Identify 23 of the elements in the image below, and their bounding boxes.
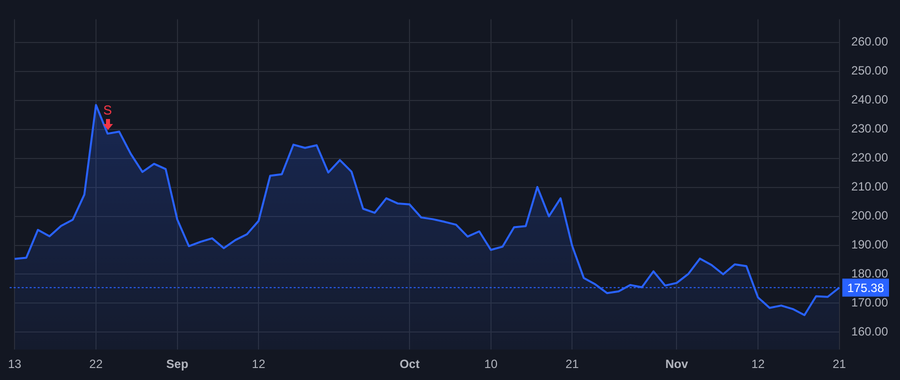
y-tick-label: 260.00 (851, 34, 888, 49)
y-tick-label: 230.00 (851, 122, 888, 136)
y-tick-label: 250.00 (851, 64, 888, 78)
annotation: S (103, 102, 112, 118)
x-tick-label: Oct (400, 357, 420, 372)
x-tick-label: 22 (89, 357, 103, 372)
x-tick-label: 12 (252, 357, 266, 372)
y-tick-label: 170.00 (851, 296, 888, 310)
x-tick-label: Sep (166, 357, 188, 372)
y-tick-label: 210.00 (851, 180, 888, 194)
x-tick-label: 12 (751, 357, 765, 372)
x-tick-label: 21 (832, 357, 846, 372)
y-tick-label: 240.00 (851, 92, 888, 107)
y-tick-label: 220.00 (851, 150, 888, 165)
x-tick-label: 21 (565, 357, 580, 372)
ref-line-label: 175.38 (847, 280, 884, 295)
x-tick-label: Nov (665, 357, 688, 372)
x-tick-label: 13 (8, 357, 22, 372)
x-tick-label: 10 (484, 357, 498, 372)
y-tick-label: 180.00 (851, 266, 888, 281)
y-tick-label: 160.00 (851, 324, 888, 339)
y-tick-label: 190.00 (851, 238, 888, 252)
y-tick-label: 200.00 (851, 208, 888, 223)
